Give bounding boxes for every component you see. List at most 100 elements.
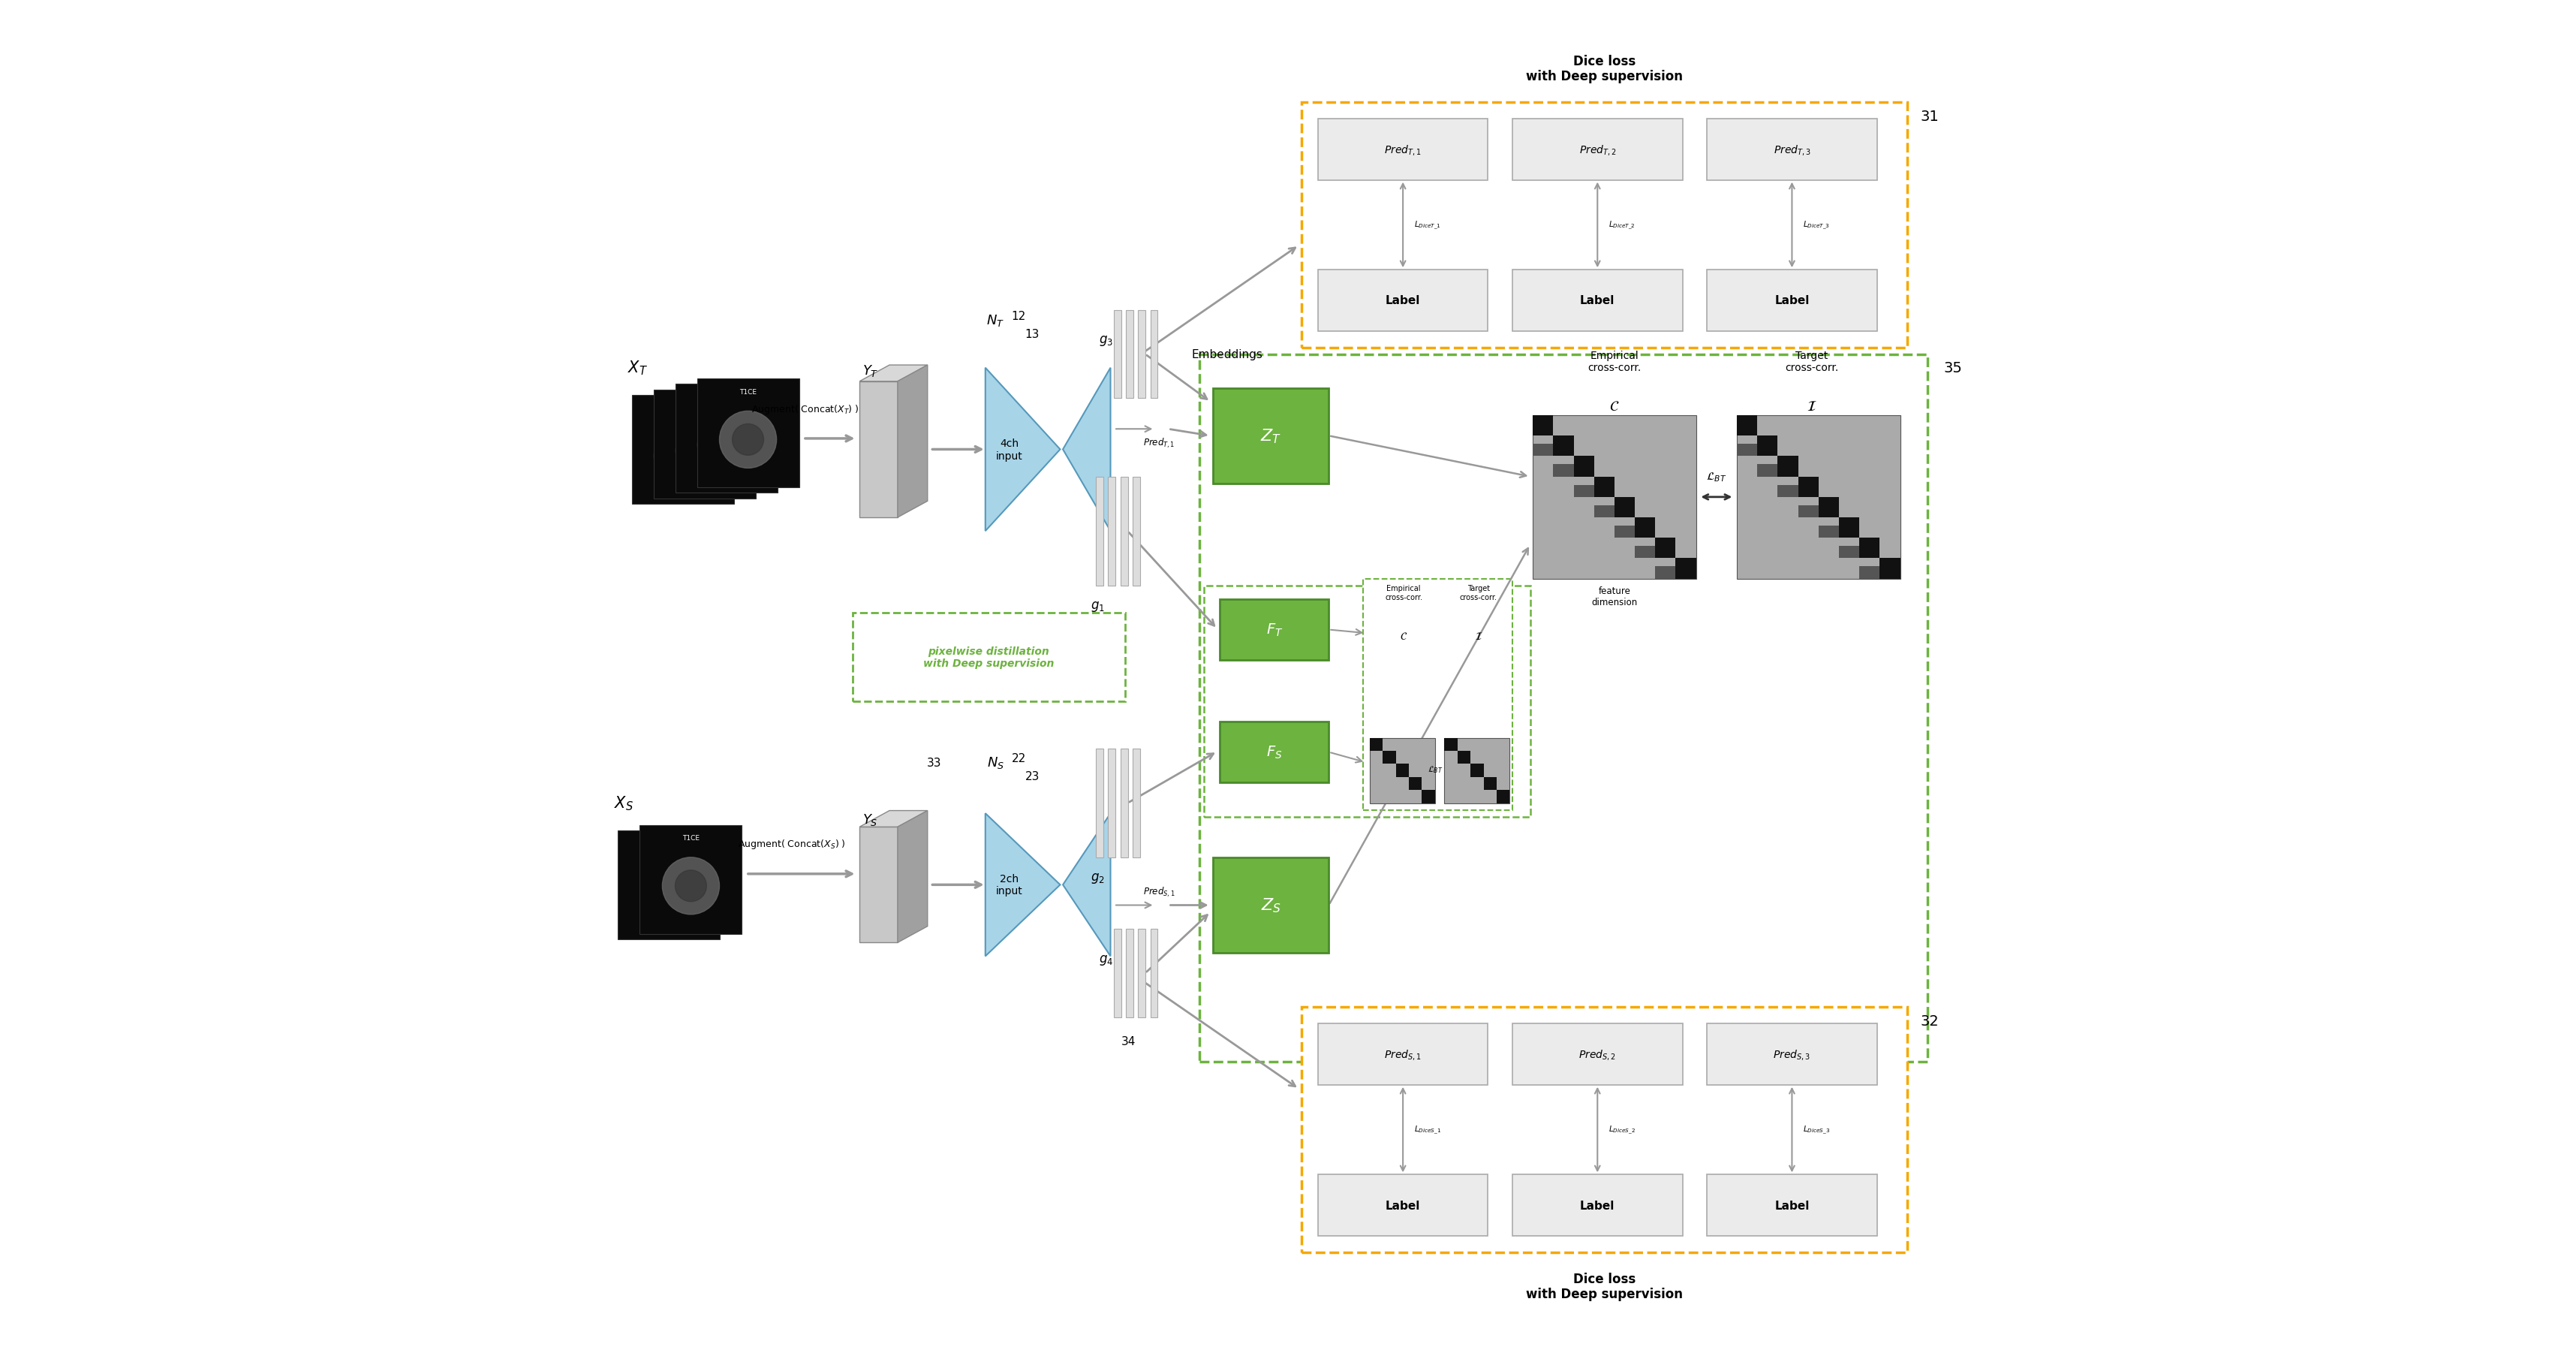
- Text: Augment( Concat($X_S$) ): Augment( Concat($X_S$) ): [737, 838, 845, 850]
- Text: Target
cross-corr.: Target cross-corr.: [1785, 350, 1839, 373]
- FancyBboxPatch shape: [1656, 567, 1674, 579]
- Text: $Z_T$: $Z_T$: [1260, 428, 1283, 445]
- Circle shape: [688, 436, 721, 467]
- Text: T2: T2: [701, 399, 708, 406]
- Circle shape: [654, 428, 711, 485]
- Text: 31: 31: [1922, 109, 1940, 124]
- Text: T1CE: T1CE: [739, 388, 757, 395]
- FancyBboxPatch shape: [1533, 415, 1553, 436]
- FancyBboxPatch shape: [853, 613, 1126, 701]
- Text: $Pred_{S,2}$: $Pred_{S,2}$: [1579, 1047, 1615, 1061]
- FancyBboxPatch shape: [675, 384, 778, 493]
- Polygon shape: [1064, 368, 1110, 531]
- Text: 33: 33: [927, 757, 943, 768]
- Text: $Pred_{T,1}$: $Pred_{T,1}$: [1383, 143, 1422, 157]
- FancyBboxPatch shape: [654, 390, 755, 498]
- Text: 13: 13: [1025, 328, 1041, 340]
- FancyBboxPatch shape: [1396, 764, 1409, 778]
- Text: Label: Label: [1579, 1200, 1615, 1211]
- Text: $L_{DiceT\_3}$: $L_{DiceT\_3}$: [1803, 219, 1829, 232]
- Text: 12: 12: [1012, 311, 1025, 323]
- Text: 4ch
input: 4ch input: [997, 439, 1023, 462]
- FancyBboxPatch shape: [1319, 120, 1489, 181]
- Text: 2ch
input: 2ch input: [997, 873, 1023, 896]
- FancyBboxPatch shape: [1095, 749, 1103, 858]
- FancyBboxPatch shape: [1108, 749, 1115, 858]
- Polygon shape: [860, 365, 927, 381]
- FancyBboxPatch shape: [1798, 505, 1819, 518]
- FancyBboxPatch shape: [1512, 1024, 1682, 1086]
- FancyBboxPatch shape: [1656, 538, 1674, 558]
- Text: $Pred_{S,1}$: $Pred_{S,1}$: [1144, 885, 1175, 899]
- Text: $Pred_{S,3}$: $Pred_{S,3}$: [1772, 1047, 1811, 1061]
- FancyBboxPatch shape: [1798, 477, 1819, 497]
- Text: $Y_S$: $Y_S$: [863, 812, 878, 827]
- FancyBboxPatch shape: [1533, 415, 1695, 579]
- FancyBboxPatch shape: [1113, 311, 1121, 399]
- FancyBboxPatch shape: [1553, 436, 1574, 456]
- FancyBboxPatch shape: [1139, 929, 1146, 1017]
- FancyBboxPatch shape: [1736, 415, 1901, 579]
- FancyBboxPatch shape: [1200, 354, 1927, 1062]
- FancyBboxPatch shape: [1133, 749, 1141, 858]
- Text: $Pred_{T,2}$: $Pred_{T,2}$: [1579, 143, 1615, 157]
- FancyBboxPatch shape: [1615, 497, 1636, 518]
- Text: 35: 35: [1945, 361, 1963, 376]
- FancyBboxPatch shape: [631, 395, 734, 504]
- FancyBboxPatch shape: [1126, 311, 1133, 399]
- FancyBboxPatch shape: [1221, 599, 1329, 661]
- Polygon shape: [987, 813, 1061, 956]
- Text: Target
cross-corr.: Target cross-corr.: [1461, 584, 1497, 601]
- FancyBboxPatch shape: [1839, 518, 1860, 538]
- FancyBboxPatch shape: [1319, 1174, 1489, 1235]
- Text: Empirical
cross-corr.: Empirical cross-corr.: [1587, 350, 1641, 373]
- FancyBboxPatch shape: [1213, 858, 1329, 953]
- Circle shape: [662, 858, 719, 915]
- Text: feature
dimension: feature dimension: [1592, 586, 1638, 607]
- Text: Embeddings: Embeddings: [1190, 349, 1262, 360]
- FancyBboxPatch shape: [1370, 738, 1435, 804]
- FancyBboxPatch shape: [618, 831, 721, 940]
- Text: $\mathcal{L}_{BT}$: $\mathcal{L}_{BT}$: [1427, 764, 1443, 775]
- Text: $Y_T$: $Y_T$: [863, 364, 878, 379]
- Text: $Pred_{T,1}$: $Pred_{T,1}$: [1144, 436, 1175, 449]
- Text: $L_{DiceT\_1}$: $L_{DiceT\_1}$: [1414, 219, 1440, 232]
- Text: $Z_S$: $Z_S$: [1260, 896, 1280, 914]
- FancyBboxPatch shape: [1615, 526, 1636, 538]
- Polygon shape: [860, 827, 896, 943]
- FancyBboxPatch shape: [1777, 485, 1798, 497]
- Text: $L_{DiceS\_2}$: $L_{DiceS\_2}$: [1607, 1124, 1636, 1136]
- FancyBboxPatch shape: [1319, 1024, 1489, 1086]
- Text: Dice loss
with Deep supervision: Dice loss with Deep supervision: [1525, 54, 1682, 83]
- FancyBboxPatch shape: [1512, 120, 1682, 181]
- FancyBboxPatch shape: [1121, 477, 1128, 586]
- FancyBboxPatch shape: [1636, 518, 1656, 538]
- Text: Dice loss
with Deep supervision: Dice loss with Deep supervision: [1525, 1272, 1682, 1301]
- Text: Augment( Concat($X_T$) ): Augment( Concat($X_T$) ): [752, 403, 858, 415]
- Text: $X_S$: $X_S$: [613, 794, 634, 812]
- FancyBboxPatch shape: [1636, 546, 1656, 558]
- Polygon shape: [896, 810, 927, 943]
- Text: $g_2$: $g_2$: [1090, 872, 1105, 885]
- FancyBboxPatch shape: [639, 825, 742, 934]
- Text: $Pred_{T,3}$: $Pred_{T,3}$: [1772, 143, 1811, 157]
- FancyBboxPatch shape: [1757, 436, 1777, 456]
- FancyBboxPatch shape: [1445, 738, 1458, 752]
- Text: $\mathcal{I}$: $\mathcal{I}$: [1473, 631, 1481, 642]
- FancyBboxPatch shape: [1819, 526, 1839, 538]
- Text: $\mathcal{I}$: $\mathcal{I}$: [1806, 399, 1816, 414]
- FancyBboxPatch shape: [1574, 456, 1595, 477]
- FancyBboxPatch shape: [1595, 505, 1615, 518]
- FancyBboxPatch shape: [1121, 749, 1128, 858]
- Circle shape: [675, 422, 734, 479]
- FancyBboxPatch shape: [1839, 546, 1860, 558]
- Text: $\mathcal{C}$: $\mathcal{C}$: [1399, 631, 1406, 642]
- FancyBboxPatch shape: [1595, 477, 1615, 497]
- Polygon shape: [987, 368, 1061, 531]
- Text: $Pred_{S,1}$: $Pred_{S,1}$: [1383, 1047, 1422, 1061]
- FancyBboxPatch shape: [1108, 477, 1115, 586]
- FancyBboxPatch shape: [1736, 415, 1757, 436]
- FancyBboxPatch shape: [1422, 790, 1435, 804]
- FancyBboxPatch shape: [1213, 388, 1329, 484]
- FancyBboxPatch shape: [1708, 1024, 1878, 1086]
